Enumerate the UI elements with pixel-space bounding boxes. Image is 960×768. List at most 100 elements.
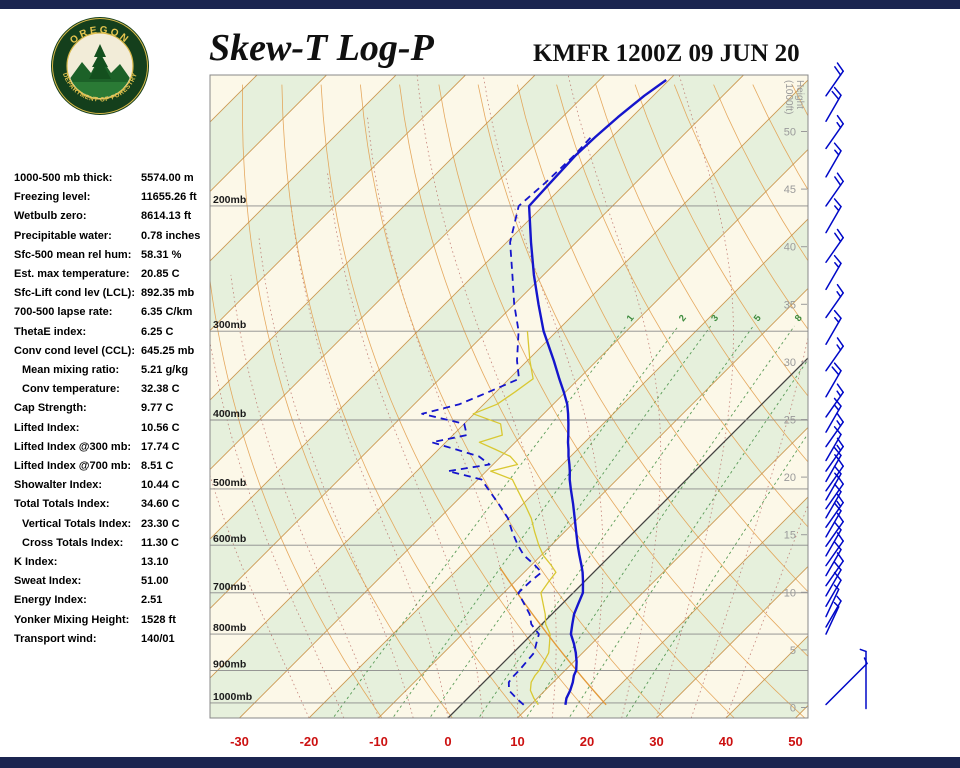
wind-barb <box>825 457 844 492</box>
stat-label: Precipitable water: <box>14 229 112 242</box>
stat-row-12: Cap Strength: 9.77 C <box>14 399 214 418</box>
stat-label: Cap Strength: <box>14 402 87 415</box>
stat-value: 32.38 C <box>141 383 180 396</box>
svg-text:-30: -30 <box>230 734 249 749</box>
svg-text:2: 2 <box>677 313 689 324</box>
svg-text:20: 20 <box>784 472 796 484</box>
wetbulb-trace <box>472 331 557 706</box>
wind-barb <box>859 648 867 710</box>
stat-label: Sweat Index: <box>14 575 82 588</box>
wind-barb <box>825 172 844 207</box>
zero-degree-isotherm <box>447 357 808 718</box>
pressure-lines <box>210 205 808 704</box>
stat-value: 2.51 <box>141 594 163 607</box>
svg-text:40: 40 <box>719 734 733 749</box>
stat-row-9: Conv cond level (CCL): 645.25 mb <box>14 342 214 361</box>
svg-text:50: 50 <box>788 734 802 749</box>
wind-barb <box>825 413 844 448</box>
svg-text:15: 15 <box>784 530 796 542</box>
height-scale: 0 5 10 15 20 25 30 35 40 45 50 Height(1000ft) <box>783 80 807 715</box>
wind-barb <box>825 475 844 510</box>
stat-label: Energy Index: <box>14 594 87 607</box>
stat-row-17: Total Totals Index: 34.60 C <box>14 495 214 514</box>
stat-value: 13.10 <box>141 556 169 569</box>
stat-value: 51.00 <box>141 575 169 588</box>
stat-row-18: Vertical Totals Index: 23.30 C <box>14 515 214 534</box>
stat-row-7: 700-500 lapse rate: 6.35 C/km <box>14 303 214 322</box>
stat-value: 1528 ft <box>141 613 176 626</box>
stat-label: 700-500 lapse rate: <box>14 306 113 319</box>
wind-barb <box>825 228 844 264</box>
stat-label: Transport wind: <box>14 632 97 645</box>
stat-value: 23.30 C <box>141 517 180 530</box>
temp-axis-labels: -30 -20 -10 0 10 20 30 40 50 <box>230 734 803 749</box>
dewpoint-trace <box>421 136 592 706</box>
mixing-ratio-labels: 1 2 3 5 8 <box>625 312 805 324</box>
stat-value: 10.44 C <box>141 479 180 492</box>
temperature-trace <box>527 79 667 705</box>
stat-value: 10.56 C <box>141 421 180 434</box>
stat-row-4: Sfc-500 mean rel hum: 58.31 % <box>14 246 214 265</box>
stat-row-23: Yonker Mixing Height: 1528 ft <box>14 611 214 630</box>
svg-text:800mb: 800mb <box>213 622 246 634</box>
svg-text:1: 1 <box>625 312 637 324</box>
wind-barb <box>825 198 842 234</box>
svg-text:500mb: 500mb <box>213 477 246 489</box>
svg-text:300mb: 300mb <box>213 319 246 331</box>
stat-label: Mean mixing ratio: <box>22 364 120 377</box>
stat-value: 20.85 C <box>141 268 180 281</box>
wind-barb <box>825 483 842 519</box>
wind-barb <box>825 62 844 97</box>
svg-text:35: 35 <box>784 299 796 311</box>
stat-row-19: Cross Totals Index: 11.30 C <box>14 534 214 553</box>
svg-text:3: 3 <box>709 313 721 324</box>
stat-value: 11655.26 ft <box>141 191 197 204</box>
stat-value: 34.60 C <box>141 498 180 511</box>
wind-barb <box>825 493 844 528</box>
wind-barb <box>825 86 842 122</box>
stat-value: 0.78 inches <box>141 229 201 242</box>
stat-label: ThetaE index: <box>14 325 87 338</box>
stat-value: 140/01 <box>141 632 175 645</box>
svg-text:0: 0 <box>790 703 796 715</box>
logo-gold-trim <box>52 18 148 114</box>
wind-barb <box>825 362 842 398</box>
stat-value: 5.21 g/kg <box>141 364 189 377</box>
stat-row-11: Conv temperature: 32.38 C <box>14 380 214 399</box>
profiles <box>421 79 667 706</box>
wind-barb <box>825 571 842 607</box>
stat-row-3: Precipitable water: 0.78 inches <box>14 227 214 246</box>
wind-barb <box>825 561 842 597</box>
wind-barb <box>825 541 842 577</box>
svg-text:10: 10 <box>784 587 796 599</box>
svg-text:40: 40 <box>784 242 796 254</box>
stat-label: Conv temperature: <box>22 383 120 396</box>
wind-barb <box>825 521 842 557</box>
stat-label: Lifted Index @700 mb: <box>14 460 132 473</box>
stat-row-1: Freezing level: 11655.26 ft <box>14 188 214 207</box>
svg-text:0: 0 <box>444 734 451 749</box>
stat-value: 892.35 mb <box>141 287 195 300</box>
stat-row-0: 1000-500 mb thick: 5574.00 m <box>14 169 214 188</box>
stat-label: Vertical Totals Index: <box>22 517 132 530</box>
stat-row-8: ThetaE index: 6.25 C <box>14 323 214 342</box>
wind-barb <box>825 397 842 433</box>
stat-value: 5574.00 m <box>141 172 194 184</box>
svg-text:5: 5 <box>790 645 796 657</box>
stat-label: Yonker Mixing Height: <box>14 613 130 626</box>
stat-label: Sfc-500 mean rel hum: <box>14 248 132 261</box>
stat-value: 58.31 % <box>141 248 182 261</box>
wind-barbs <box>825 62 868 710</box>
svg-text:200mb: 200mb <box>213 194 246 206</box>
stat-label: Lifted Index @300 mb: <box>14 440 132 453</box>
stat-row-6: Sfc-Lift cond lev (LCL): 892.35 mb <box>14 284 214 303</box>
wind-barb <box>825 595 842 628</box>
stat-label: 1000-500 mb thick: <box>14 172 113 184</box>
station-datetime: KMFR 1200Z 09 JUN 20 <box>533 40 800 67</box>
svg-text:25: 25 <box>784 415 796 427</box>
stat-row-10: Mean mixing ratio: 5.21 g/kg <box>14 361 214 380</box>
wind-barb <box>825 254 842 291</box>
wind-barb <box>825 142 842 178</box>
wind-barb <box>825 337 844 372</box>
svg-text:-20: -20 <box>300 734 319 749</box>
